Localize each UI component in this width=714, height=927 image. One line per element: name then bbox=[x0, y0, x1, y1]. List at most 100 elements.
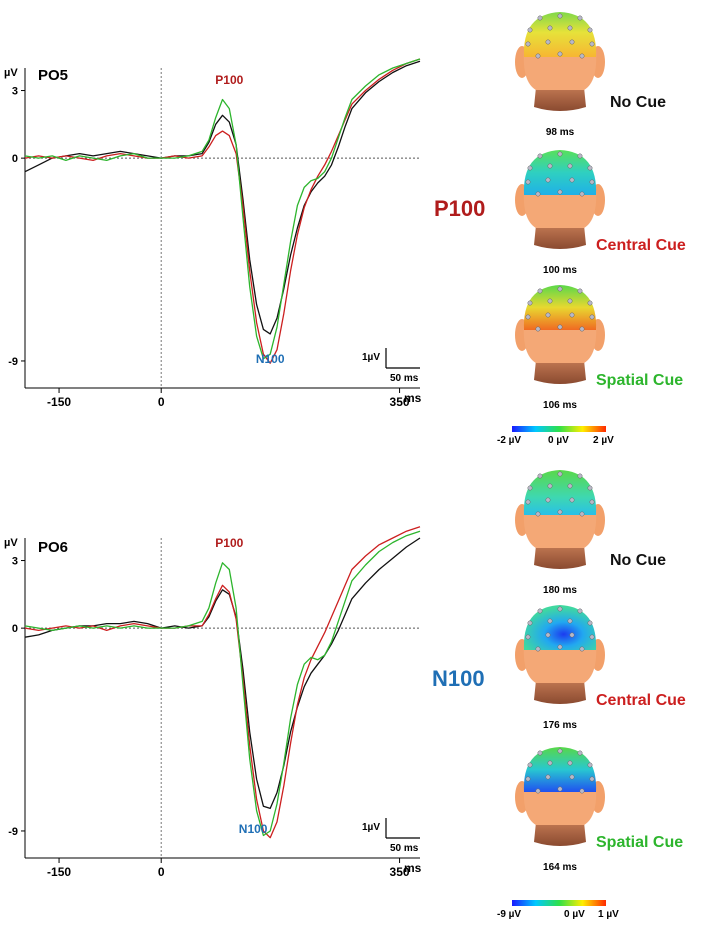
electrode-marker bbox=[579, 646, 585, 652]
electrode-marker bbox=[547, 618, 553, 624]
condition-label-central-cue: Central Cue bbox=[596, 692, 686, 709]
electrode-marker bbox=[535, 326, 541, 332]
electrode-marker bbox=[537, 15, 543, 21]
colorbar-n100: -9 µV 0 µV 1 µV bbox=[497, 900, 619, 920]
erp-chart-po5: PO5 µV ms -150 0 350 3 0 -9 P100 N100 1µV 50 m… bbox=[4, 58, 422, 409]
electrode-marker bbox=[547, 163, 553, 169]
electrode-marker bbox=[557, 51, 563, 57]
electrode-marker bbox=[527, 485, 533, 491]
scale-bar-uv-label: 1µV bbox=[362, 352, 380, 363]
electrode-marker bbox=[589, 41, 595, 47]
series-line-spatial-cue bbox=[24, 58, 421, 360]
x-tick-label: 0 bbox=[158, 395, 165, 409]
electrode-marker bbox=[547, 760, 553, 766]
electrode-marker bbox=[567, 163, 573, 169]
electrode-marker bbox=[537, 608, 543, 614]
chart-title: PO5 bbox=[38, 67, 68, 84]
electrode-marker bbox=[525, 41, 531, 47]
head-topomap bbox=[515, 150, 605, 249]
head-topomap bbox=[515, 605, 605, 704]
series-line-no-cue bbox=[24, 60, 421, 335]
erp-chart-po6: PO6 µV ms -150 0 350 3 0 -9 P100 N100 1µV 50 m… bbox=[4, 526, 422, 879]
colorbar-mid-label: 0 µV bbox=[548, 435, 569, 446]
y-axis-unit: µV bbox=[4, 67, 18, 79]
colorbar-min-label: -9 µV bbox=[497, 909, 521, 920]
electrode-marker bbox=[545, 632, 551, 638]
electrode-marker bbox=[527, 300, 533, 306]
electrode-marker bbox=[567, 760, 573, 766]
condition-label-central-cue: Central Cue bbox=[596, 237, 686, 254]
electrode-marker bbox=[547, 483, 553, 489]
latency-label: 100 ms bbox=[543, 265, 577, 276]
x-tick-label: 350 bbox=[390, 865, 410, 879]
colorbar-max-label: 2 µV bbox=[593, 435, 614, 446]
head-lower bbox=[523, 188, 597, 228]
y-tick-label: 3 bbox=[12, 86, 18, 98]
electrode-marker bbox=[545, 312, 551, 318]
electrode-marker bbox=[587, 485, 593, 491]
peak-label-p100: P100 bbox=[215, 73, 243, 87]
series-line-central-cue bbox=[24, 58, 421, 364]
electrode-marker bbox=[557, 748, 563, 754]
scale-bar: 1µV 50 ms bbox=[362, 818, 420, 854]
electrode-marker bbox=[535, 511, 541, 517]
electrode-marker bbox=[545, 177, 551, 183]
electrode-marker bbox=[567, 25, 573, 31]
component-title-p100: P100 bbox=[434, 196, 485, 221]
electrode-marker bbox=[579, 788, 585, 794]
electrode-marker bbox=[587, 27, 593, 33]
latency-label: 164 ms bbox=[543, 862, 577, 873]
scale-bar-ms-label: 50 ms bbox=[390, 843, 419, 854]
peak-label-n100: N100 bbox=[239, 822, 268, 836]
x-tick-label: 350 bbox=[390, 395, 410, 409]
peak-label-p100: P100 bbox=[215, 536, 243, 550]
y-tick-label: 0 bbox=[12, 623, 18, 635]
electrode-marker bbox=[567, 483, 573, 489]
electrode-marker bbox=[537, 288, 543, 294]
electrode-marker bbox=[525, 314, 531, 320]
electrode-marker bbox=[545, 497, 551, 503]
colorbar-min-label: -2 µV bbox=[497, 435, 521, 446]
head-lower bbox=[523, 50, 597, 90]
electrode-marker bbox=[579, 191, 585, 197]
condition-label-spatial-cue: Spatial Cue bbox=[596, 372, 683, 389]
head-topomap bbox=[515, 470, 605, 569]
electrode-marker bbox=[527, 27, 533, 33]
condition-label-spatial-cue: Spatial Cue bbox=[596, 834, 683, 851]
scale-bar-ms-label: 50 ms bbox=[390, 373, 419, 384]
component-title-n100: N100 bbox=[432, 666, 485, 691]
latency-label: 176 ms bbox=[543, 720, 577, 731]
electrode-marker bbox=[579, 511, 585, 517]
series-line-central-cue bbox=[24, 526, 421, 839]
electrode-marker bbox=[527, 165, 533, 171]
electrode-marker bbox=[579, 326, 585, 332]
electrode-marker bbox=[535, 53, 541, 59]
electrode-marker bbox=[589, 634, 595, 640]
scalp-activity-map bbox=[523, 605, 597, 650]
electrode-marker bbox=[577, 288, 583, 294]
electrode-marker bbox=[589, 499, 595, 505]
chart-title: PO6 bbox=[38, 539, 68, 556]
scalp-activity-map bbox=[523, 747, 597, 792]
scalp-activity-map bbox=[523, 150, 597, 195]
electrode-marker bbox=[589, 314, 595, 320]
series-line-spatial-cue bbox=[24, 530, 421, 837]
electrode-marker bbox=[557, 286, 563, 292]
y-axis-unit: µV bbox=[4, 537, 18, 549]
electrode-marker bbox=[557, 189, 563, 195]
y-tick-label: 3 bbox=[12, 556, 18, 568]
electrode-marker bbox=[589, 776, 595, 782]
electrode-marker bbox=[587, 762, 593, 768]
colorbar-max-label: 1 µV bbox=[598, 909, 619, 920]
electrode-marker bbox=[577, 608, 583, 614]
head-topomap bbox=[515, 12, 605, 111]
electrode-marker bbox=[567, 618, 573, 624]
electrode-marker bbox=[557, 509, 563, 515]
electrode-marker bbox=[545, 39, 551, 45]
scale-bar: 1µV 50 ms bbox=[362, 348, 420, 384]
x-tick-label: -150 bbox=[47, 865, 71, 879]
electrode-marker bbox=[569, 312, 575, 318]
condition-label-no-cue: No Cue bbox=[610, 94, 666, 111]
head-lower bbox=[523, 323, 597, 363]
y-tick-label: 0 bbox=[12, 153, 18, 165]
